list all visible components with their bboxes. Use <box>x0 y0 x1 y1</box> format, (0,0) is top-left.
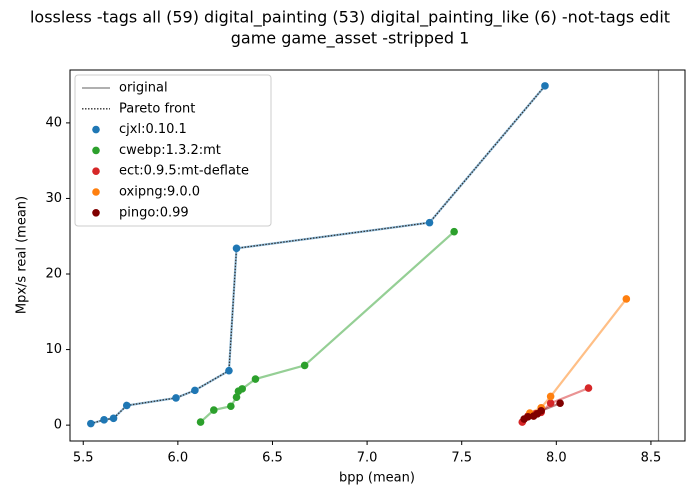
point <box>546 399 555 408</box>
x-tick-label: 8.0 <box>546 451 567 466</box>
legend-label: pingo:0.99 <box>119 205 189 220</box>
point <box>191 386 199 395</box>
legend-box <box>74 74 272 227</box>
x-tick-label: 6.0 <box>168 451 189 466</box>
chart-title: lossless -tags all (59) digital_painting… <box>30 8 670 28</box>
legend-label: cjxl:0.10.1 <box>119 122 187 137</box>
legend-key <box>92 167 100 175</box>
y-tick-label: 20 <box>45 267 62 282</box>
point <box>225 366 233 375</box>
x-tick-label: 8.5 <box>641 451 662 466</box>
plot-frame <box>69 69 686 442</box>
point <box>227 402 235 411</box>
legend-label: Pareto front <box>119 101 195 116</box>
legend-key <box>92 209 100 217</box>
point <box>425 218 434 227</box>
legend-label: oxipng:9.0.0 <box>119 185 200 200</box>
x-tick-label: 5.5 <box>73 451 94 466</box>
legend-label: original <box>119 81 168 96</box>
y-tick-label: 10 <box>45 342 62 357</box>
point <box>541 82 549 90</box>
y-axis-label: Mpx/s real (mean) <box>15 196 30 314</box>
point <box>537 406 545 415</box>
legend-key <box>92 146 100 155</box>
x-tick-label: 6.5 <box>262 451 283 466</box>
y-tick-label: 40 <box>45 115 62 130</box>
y-tick-label: 30 <box>45 191 62 206</box>
point <box>622 295 631 303</box>
x-axis-label: bpp (mean) <box>339 471 415 486</box>
point <box>300 361 309 370</box>
x-tick-label: 7.0 <box>357 451 378 466</box>
chart-title: game game_asset -stripped 1 <box>231 29 470 49</box>
point <box>100 416 108 424</box>
point <box>87 419 95 428</box>
x-tick-label: 7.5 <box>451 451 472 466</box>
point <box>122 401 131 410</box>
point <box>232 393 241 401</box>
point <box>546 392 555 401</box>
point <box>210 406 218 414</box>
point <box>172 394 180 402</box>
legend-label: ect:0.9.5:mt-deflate <box>119 164 249 179</box>
legend-key <box>92 188 100 196</box>
legend-key <box>92 125 100 134</box>
point <box>524 413 532 421</box>
point <box>450 227 458 236</box>
pareto-line <box>90 85 546 425</box>
point <box>109 414 118 423</box>
point <box>196 418 205 426</box>
point <box>556 399 564 408</box>
y-tick-label: 0 <box>54 418 62 433</box>
point <box>251 375 260 383</box>
point <box>232 244 241 253</box>
legend-label: cwebp:1.3.2:mt <box>119 143 221 158</box>
series-line <box>529 298 628 415</box>
point <box>584 384 593 392</box>
point <box>238 385 246 393</box>
